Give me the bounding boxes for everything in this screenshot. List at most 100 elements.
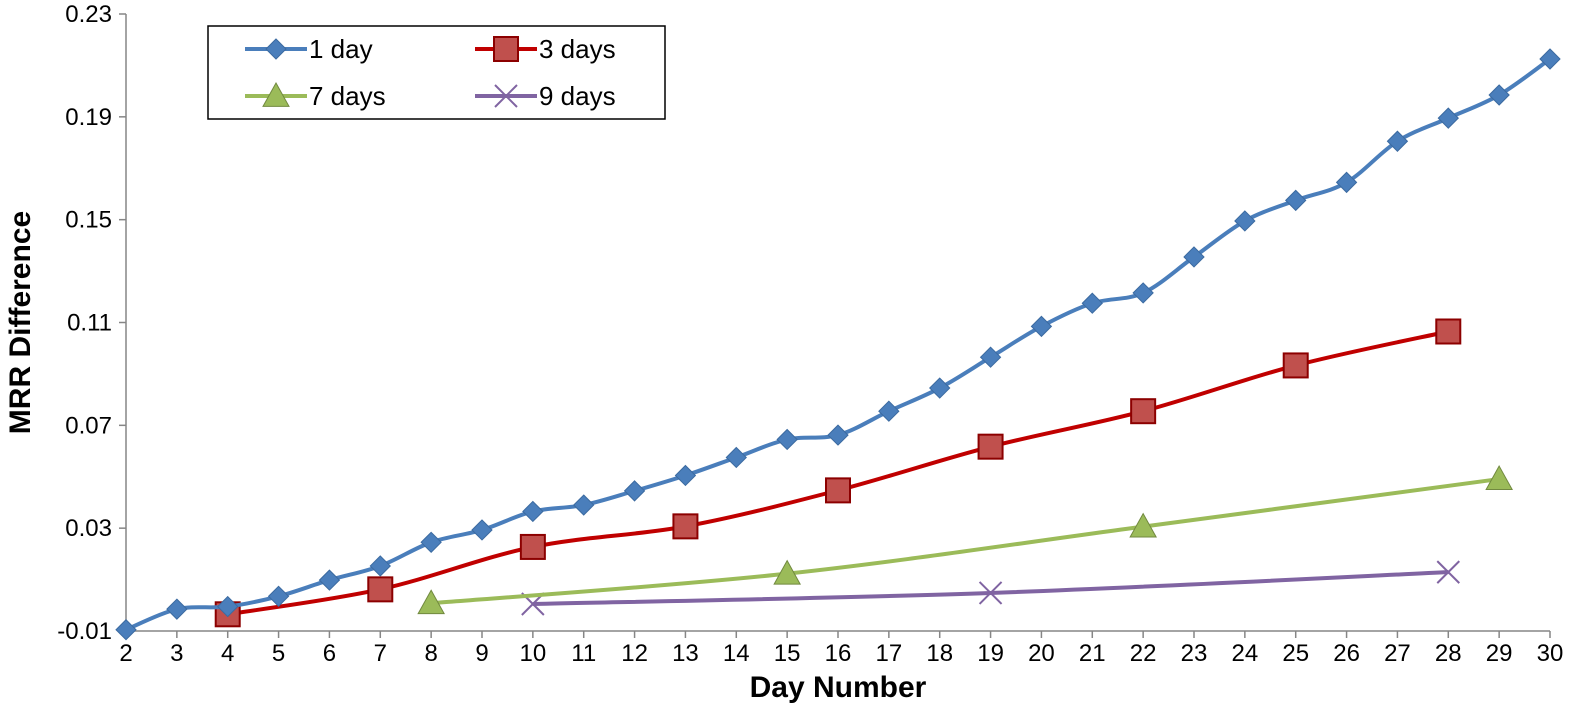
data-point-3-days xyxy=(977,433,1004,460)
data-point-1-day xyxy=(1386,130,1409,152)
legend-label: 3 days xyxy=(539,34,616,64)
x-tick-label: 2 xyxy=(119,640,132,667)
x-tick-label: 30 xyxy=(1537,640,1564,667)
series-line-3-days xyxy=(227,329,1449,617)
legend-item-1-day: 1 day xyxy=(245,34,373,64)
y-axis-title: MRR Difference xyxy=(4,211,37,434)
data-point-7-days xyxy=(417,589,445,615)
data-point-1-day xyxy=(420,531,442,554)
x-tick-label: 14 xyxy=(723,640,750,667)
data-point-1-day xyxy=(115,619,137,641)
legend-marker-1-day xyxy=(265,38,287,60)
series-line-1-day xyxy=(125,57,1552,632)
x-tick-label: 12 xyxy=(621,640,648,667)
x-tick-label: 21 xyxy=(1079,640,1106,667)
x-tick-label: 11 xyxy=(571,640,596,667)
x-tick-label: 6 xyxy=(323,640,336,667)
y-tick-label: 0.23 xyxy=(65,1,112,28)
data-point-1-day xyxy=(522,500,544,523)
data-point-1-day xyxy=(929,377,951,399)
y-tick-label: 0.15 xyxy=(65,207,112,234)
x-tick-label: 27 xyxy=(1384,640,1411,667)
data-point-1-day xyxy=(623,480,646,502)
y-tick-label: 0.03 xyxy=(65,515,112,542)
data-point-1-day xyxy=(217,595,239,618)
series-3-days xyxy=(214,318,1462,628)
data-point-7-days xyxy=(1129,512,1157,538)
x-tick-label: 24 xyxy=(1232,640,1259,667)
legend-label: 1 day xyxy=(309,34,373,64)
data-point-1-day xyxy=(1437,107,1459,129)
x-axis-title: Day Number xyxy=(750,671,927,704)
data-point-1-day xyxy=(573,494,595,516)
series-line-7-days xyxy=(430,477,1500,606)
x-tick-label: 10 xyxy=(520,640,547,667)
y-tick-label: 0.19 xyxy=(65,104,112,131)
data-point-1-day xyxy=(979,346,1002,368)
data-point-1-day xyxy=(878,400,900,422)
data-point-1-day xyxy=(369,555,391,577)
data-point-1-day xyxy=(1285,189,1307,212)
legend-item-9-days: 9 days xyxy=(475,81,616,111)
data-point-1-day xyxy=(1488,84,1510,106)
x-tick-label: 20 xyxy=(1028,640,1055,667)
legend: 1 day 3 days 7 days 9 days xyxy=(207,25,666,120)
x-tick-label: 19 xyxy=(977,640,1004,667)
x-tick-label: 25 xyxy=(1282,640,1309,667)
data-point-1-day xyxy=(674,464,697,487)
data-point-1-day xyxy=(166,598,188,620)
x-tick-label: 18 xyxy=(926,640,953,667)
x-tick-label: 26 xyxy=(1333,640,1360,667)
data-point-1-day xyxy=(1183,246,1205,268)
x-tick-label: 17 xyxy=(876,640,903,667)
legend-marker-9-days xyxy=(494,84,518,108)
data-point-3-days xyxy=(367,576,394,603)
x-tick-label: 3 xyxy=(170,640,183,667)
data-point-1-day xyxy=(827,424,849,446)
legend-item-3-days: 3 days xyxy=(475,34,616,64)
data-point-9-days xyxy=(1436,560,1460,584)
series-7-days xyxy=(417,465,1513,615)
data-point-1-day xyxy=(1132,282,1154,304)
x-tick-label: 23 xyxy=(1181,640,1208,667)
legend-label: 7 days xyxy=(309,81,386,111)
data-point-1-day xyxy=(318,569,341,591)
series-layer xyxy=(115,48,1561,641)
y-tick-label: -0.01 xyxy=(57,618,112,645)
series-line-9-days xyxy=(532,570,1449,607)
x-tick-label: 8 xyxy=(424,640,437,667)
legend-marker-3-days xyxy=(493,36,519,62)
data-point-1-day xyxy=(1081,292,1103,314)
data-point-3-days xyxy=(672,513,699,540)
legend-marker-7-days xyxy=(262,81,290,107)
data-point-3-days xyxy=(1435,318,1462,345)
series-9-days xyxy=(521,560,1460,616)
data-point-1-day xyxy=(471,519,493,541)
x-tick-label: 9 xyxy=(475,640,488,667)
data-point-1-day xyxy=(725,446,747,469)
x-tick-label: 16 xyxy=(825,640,852,667)
data-point-1-day xyxy=(1539,48,1561,70)
data-point-1-day xyxy=(776,428,798,451)
data-point-7-days xyxy=(1485,465,1513,490)
x-tick-label: 13 xyxy=(672,640,699,667)
x-tick-label: 7 xyxy=(374,640,387,667)
data-point-3-days xyxy=(825,477,851,504)
series-1-day xyxy=(115,48,1561,641)
x-tick-label: 5 xyxy=(272,640,285,667)
data-point-9-days xyxy=(978,581,1003,605)
x-tick-label: 28 xyxy=(1435,640,1462,667)
data-point-1-day xyxy=(1234,210,1256,232)
data-point-3-days xyxy=(519,533,546,560)
x-tick-label: 4 xyxy=(221,640,234,667)
x-tick-label: 15 xyxy=(774,640,801,667)
axes: -0.010.030.070.110.150.190.232 3 4 5 6 7 8 9 10 1… xyxy=(57,1,1563,667)
y-tick-label: 0.11 xyxy=(67,310,112,337)
data-point-1-day xyxy=(267,585,290,608)
data-point-1-day xyxy=(1335,171,1358,194)
legend-label: 9 days xyxy=(539,81,616,111)
data-point-1-day xyxy=(1030,315,1053,338)
data-point-7-days xyxy=(773,559,801,585)
data-point-3-days xyxy=(1130,398,1157,425)
